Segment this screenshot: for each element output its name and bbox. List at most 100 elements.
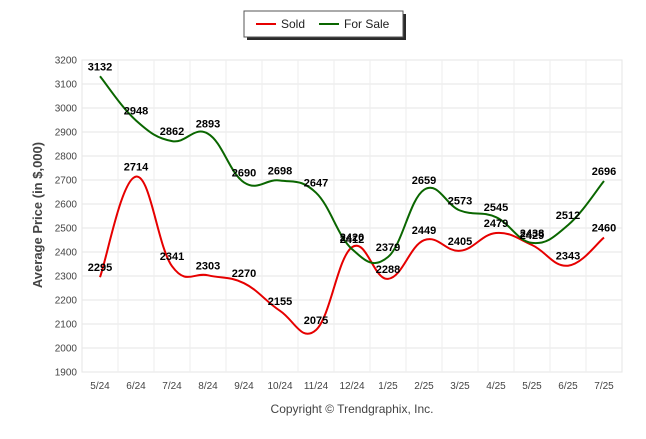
data-label-sold: 2303 (196, 260, 220, 272)
data-label-for-sale: 2659 (412, 175, 436, 187)
data-label-for-sale: 2696 (592, 166, 616, 178)
data-label-sold: 2429 (520, 230, 544, 242)
data-label-for-sale: 2412 (340, 234, 364, 246)
y-tick-label: 2000 (55, 344, 78, 355)
data-label-sold: 2343 (556, 251, 580, 263)
y-tick-label: 3000 (55, 104, 78, 115)
data-point-for-sale (206, 132, 210, 136)
data-label-for-sale: 2512 (556, 210, 580, 222)
x-tick-label: 2/25 (414, 381, 434, 392)
data-label-sold: 2075 (304, 315, 328, 327)
y-tick-label: 2700 (55, 176, 78, 187)
y-tick-label: 3100 (55, 80, 78, 91)
data-point-for-sale (98, 74, 102, 78)
data-label-sold: 2270 (232, 268, 256, 280)
data-label-sold: 2341 (160, 251, 184, 263)
data-label-for-sale: 2948 (124, 105, 148, 117)
y-tick-label: 2800 (55, 152, 78, 163)
data-point-sold (566, 264, 570, 268)
data-point-for-sale (314, 191, 318, 195)
y-axis-ticks: 1900 2000 2100 2200 2300 2400 2500 2600 2700 2800… (55, 56, 78, 379)
x-tick-label: 4/25 (486, 381, 506, 392)
data-label-for-sale: 3132 (88, 61, 112, 73)
data-label-sold: 2714 (124, 162, 149, 174)
data-label-for-sale: 2573 (448, 195, 472, 207)
x-tick-label: 1/25 (378, 381, 398, 392)
data-point-for-sale (602, 179, 606, 183)
data-point-for-sale (566, 223, 570, 227)
data-label-sold: 2420 (340, 232, 364, 244)
data-label-sold: 2295 (88, 262, 112, 274)
y-axis-title: Average Price (in $,000) (30, 142, 45, 288)
data-labels: 2295 2714 2341 2303 2270 2155 2075 2420 2288 2449… (88, 61, 616, 327)
data-point-sold (278, 309, 282, 313)
y-tick-label: 2600 (55, 200, 78, 211)
series-line-for-sale (99, 75, 605, 265)
x-tick-label: 11/24 (304, 381, 329, 392)
data-point-for-sale (170, 139, 174, 143)
data-point-sold (458, 249, 462, 253)
y-tick-label: 2400 (55, 248, 78, 259)
copyright-credit: Copyright © Trendgraphix, Inc. (271, 402, 434, 416)
data-label-sold: 2460 (592, 223, 616, 235)
data-label-sold: 2449 (412, 225, 436, 237)
data-point-sold (386, 277, 390, 281)
y-tick-label: 1900 (55, 368, 78, 379)
data-label-for-sale: 2690 (232, 167, 256, 179)
legend: Sold For Sale (243, 10, 406, 40)
data-label-sold: 2288 (376, 264, 400, 276)
y-tick-label: 2100 (55, 320, 78, 331)
data-label-for-sale: 2862 (160, 126, 184, 138)
data-label-for-sale: 2647 (304, 178, 328, 190)
data-point-sold (422, 238, 426, 242)
data-label-for-sale: 2545 (484, 202, 508, 214)
x-tick-label: 12/24 (339, 381, 364, 392)
y-tick-label: 2900 (55, 128, 78, 139)
data-label-sold: 2479 (484, 218, 508, 230)
data-label-for-sale: 2893 (196, 119, 220, 131)
data-point-sold (170, 264, 174, 268)
series-line-sold (99, 175, 605, 335)
data-label-for-sale: 2698 (268, 165, 292, 177)
x-tick-label: 6/25 (558, 381, 578, 392)
data-point-sold (602, 236, 606, 240)
data-point-sold (134, 175, 138, 179)
x-tick-label: 6/24 (126, 381, 146, 392)
data-label-for-sale: 2379 (376, 242, 400, 254)
data-label-sold: 2405 (448, 236, 472, 248)
data-point-sold (242, 281, 246, 285)
data-point-sold (98, 275, 102, 279)
data-label-sold: 2155 (268, 296, 292, 308)
x-axis-ticks: 5/24 6/24 7/24 8/24 9/24 10/24 11/24 12/24 1/25 2… (90, 381, 614, 392)
y-tick-label: 2300 (55, 272, 78, 283)
y-tick-label: 2200 (55, 296, 78, 307)
data-point-for-sale (242, 180, 246, 184)
data-point-for-sale (350, 247, 354, 251)
x-tick-label: 8/24 (198, 381, 218, 392)
x-tick-label: 7/25 (594, 381, 614, 392)
x-tick-label: 10/24 (267, 381, 292, 392)
data-point-sold (314, 328, 318, 332)
data-label-for-sale: 2438 (520, 228, 544, 240)
y-tick-label: 2500 (55, 224, 78, 235)
data-point-for-sale (458, 208, 462, 212)
data-point-sold (494, 231, 498, 235)
x-tick-label: 5/25 (522, 381, 542, 392)
series (98, 74, 606, 335)
data-point-for-sale (134, 118, 138, 122)
x-tick-label: 3/25 (450, 381, 470, 392)
y-tick-label: 3200 (55, 56, 78, 67)
x-tick-label: 5/24 (90, 381, 110, 392)
data-point-for-sale (422, 188, 426, 192)
data-point-sold (206, 273, 210, 277)
data-point-for-sale (278, 178, 282, 182)
x-tick-label: 9/24 (234, 381, 254, 392)
x-tick-label: 7/24 (162, 381, 182, 392)
grid (81, 59, 623, 373)
legend-label-sold: Sold (281, 17, 305, 31)
legend-label-for-sale: For Sale (344, 17, 390, 31)
data-point-for-sale (386, 255, 390, 259)
